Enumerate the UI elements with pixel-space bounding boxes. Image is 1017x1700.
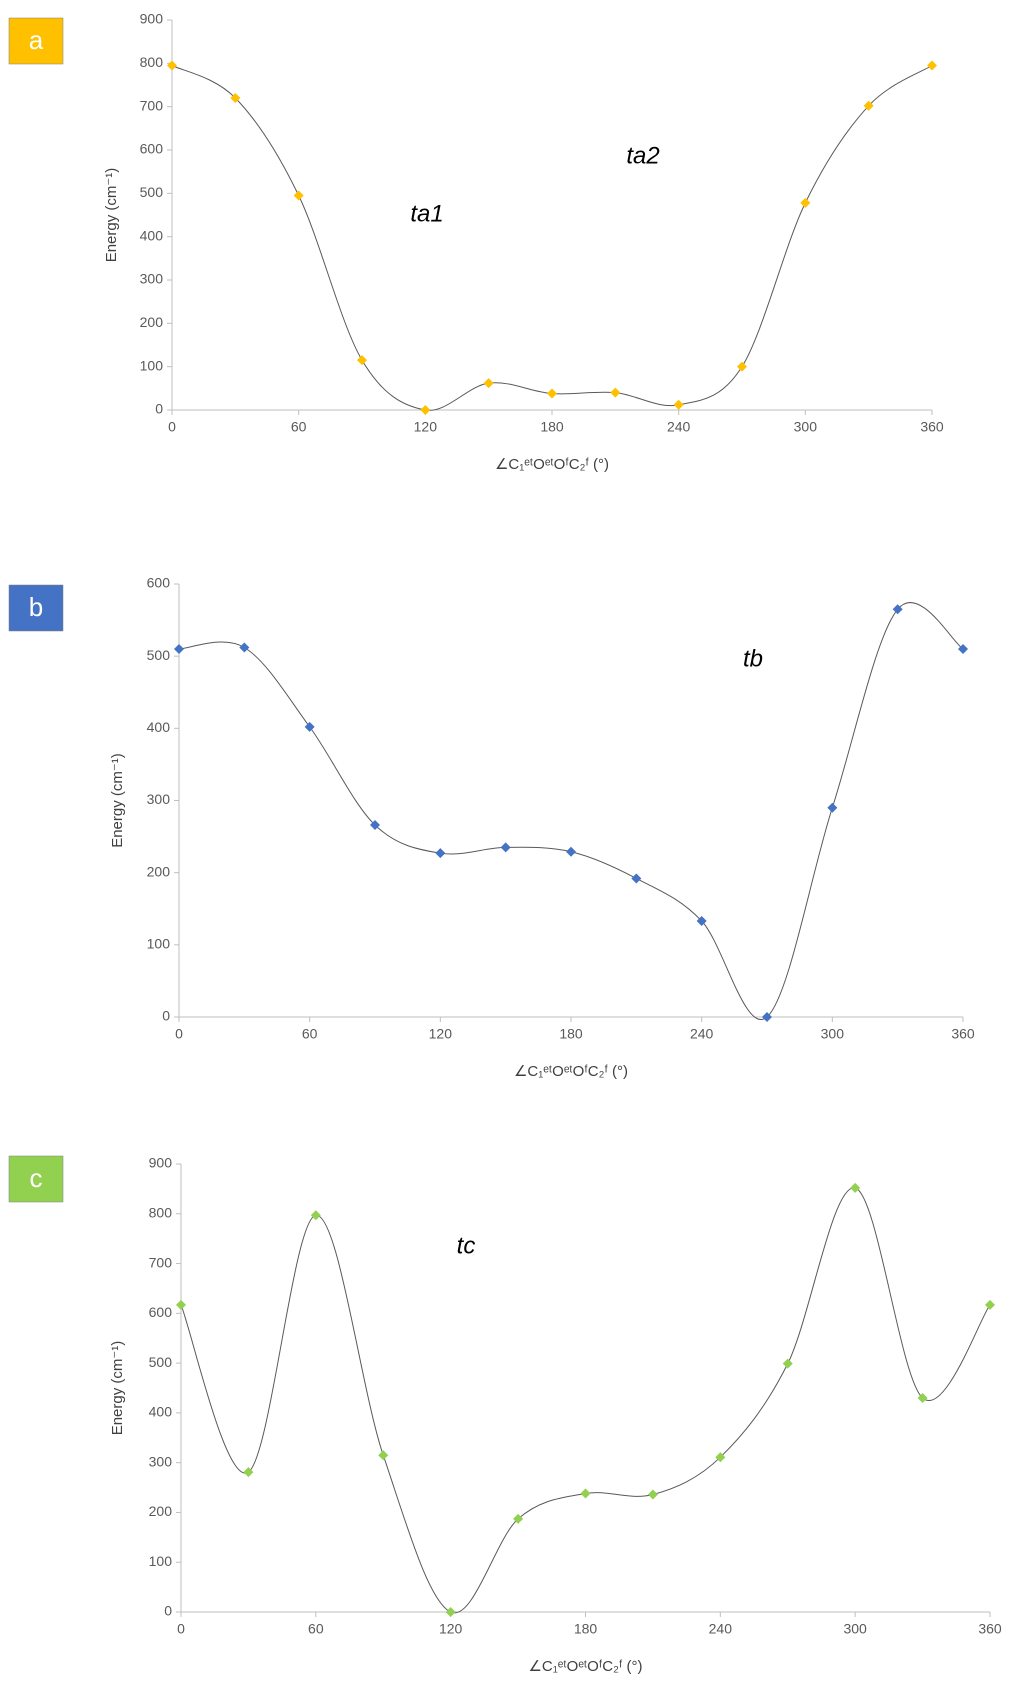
x-tick-label: 360 — [920, 419, 944, 435]
point — [581, 1489, 591, 1499]
x-tick-label: 120 — [429, 1026, 453, 1042]
point — [484, 378, 494, 388]
x-axis-title: ∠C₁ᵉᵗOᵉᵗOᶠC₂ᶠ (°) — [495, 456, 609, 473]
x-tick-label: 0 — [177, 1621, 185, 1637]
y-tick-label: 400 — [147, 719, 171, 735]
annotation: tc — [457, 1232, 476, 1259]
x-tick-label: 180 — [540, 419, 564, 435]
y-tick-label: 600 — [149, 1304, 173, 1320]
panel-label: b — [29, 592, 43, 622]
point — [446, 1607, 456, 1617]
x-tick-label: 300 — [794, 419, 818, 435]
y-axis-title: Energy (cm⁻¹) — [103, 168, 120, 263]
y-tick-label: 800 — [149, 1204, 173, 1220]
point — [631, 873, 641, 883]
annotation: ta2 — [626, 142, 659, 169]
point — [357, 355, 367, 365]
x-tick-label: 240 — [667, 419, 691, 435]
y-tick-label: 200 — [140, 314, 164, 330]
y-tick-label: 100 — [149, 1553, 173, 1569]
point — [311, 1210, 321, 1220]
point — [420, 405, 430, 415]
y-tick-label: 500 — [149, 1354, 173, 1370]
point — [378, 1450, 388, 1460]
point — [827, 803, 837, 813]
x-axis-title: ∠C₁ᵉᵗOᵉᵗOᶠC₂ᶠ (°) — [528, 1658, 642, 1675]
x-tick-label: 60 — [308, 1621, 324, 1637]
y-tick-label: 400 — [149, 1404, 173, 1420]
x-tick-label: 360 — [978, 1621, 1002, 1637]
point — [610, 388, 620, 398]
point — [305, 722, 315, 732]
y-tick-label: 300 — [147, 791, 171, 807]
x-tick-label: 180 — [559, 1026, 583, 1042]
point — [501, 842, 511, 852]
x-tick-label: 240 — [709, 1621, 733, 1637]
panel-label: a — [29, 25, 44, 55]
point — [800, 198, 810, 208]
y-tick-label: 100 — [147, 936, 171, 952]
curve — [181, 1188, 990, 1613]
y-tick-label: 600 — [140, 141, 164, 157]
figure: a010020030040050060070080090006012018024… — [0, 0, 1017, 1700]
y-tick-label: 500 — [147, 647, 171, 663]
x-tick-label: 300 — [843, 1621, 867, 1637]
x-tick-label: 60 — [291, 419, 307, 435]
curve — [172, 66, 932, 411]
y-tick-label: 200 — [149, 1503, 173, 1519]
point — [566, 847, 576, 857]
x-tick-label: 300 — [821, 1026, 845, 1042]
annotation: tb — [743, 645, 763, 672]
y-tick-label: 300 — [149, 1453, 173, 1469]
x-tick-label: 60 — [302, 1026, 318, 1042]
point — [435, 848, 445, 858]
panel-label: c — [30, 1163, 43, 1193]
y-tick-label: 800 — [140, 54, 164, 70]
x-tick-label: 180 — [574, 1621, 598, 1637]
point — [294, 191, 304, 201]
point — [674, 400, 684, 410]
y-tick-label: 100 — [140, 357, 164, 373]
y-tick-label: 200 — [147, 863, 171, 879]
point — [174, 644, 184, 654]
annotation: ta1 — [410, 200, 443, 227]
point — [176, 1300, 186, 1310]
y-tick-label: 0 — [162, 1008, 170, 1024]
x-tick-label: 120 — [439, 1621, 463, 1637]
x-axis-title: ∠C₁ᵉᵗOᵉᵗOᶠC₂ᶠ (°) — [514, 1063, 628, 1080]
x-tick-label: 0 — [175, 1026, 183, 1042]
point — [783, 1359, 793, 1369]
x-tick-label: 240 — [690, 1026, 714, 1042]
point — [648, 1490, 658, 1500]
y-tick-label: 0 — [155, 401, 163, 417]
x-tick-label: 360 — [951, 1026, 975, 1042]
y-tick-label: 600 — [147, 575, 171, 591]
point — [850, 1183, 860, 1193]
y-tick-label: 0 — [164, 1603, 172, 1619]
y-tick-label: 400 — [140, 227, 164, 243]
y-axis-title: Energy (cm⁻¹) — [109, 1341, 126, 1436]
x-tick-label: 120 — [414, 419, 438, 435]
y-tick-label: 500 — [140, 184, 164, 200]
y-axis-title: Energy (cm⁻¹) — [109, 753, 126, 848]
y-tick-label: 300 — [140, 271, 164, 287]
point — [167, 61, 177, 71]
point — [547, 389, 557, 399]
y-tick-label: 900 — [149, 1155, 173, 1171]
point — [985, 1300, 995, 1310]
point — [737, 362, 747, 372]
point — [239, 643, 249, 653]
y-tick-label: 700 — [149, 1254, 173, 1270]
y-tick-label: 900 — [140, 11, 164, 27]
y-tick-label: 700 — [140, 97, 164, 113]
point — [927, 61, 937, 71]
x-tick-label: 0 — [168, 419, 176, 435]
curve — [179, 603, 963, 1020]
